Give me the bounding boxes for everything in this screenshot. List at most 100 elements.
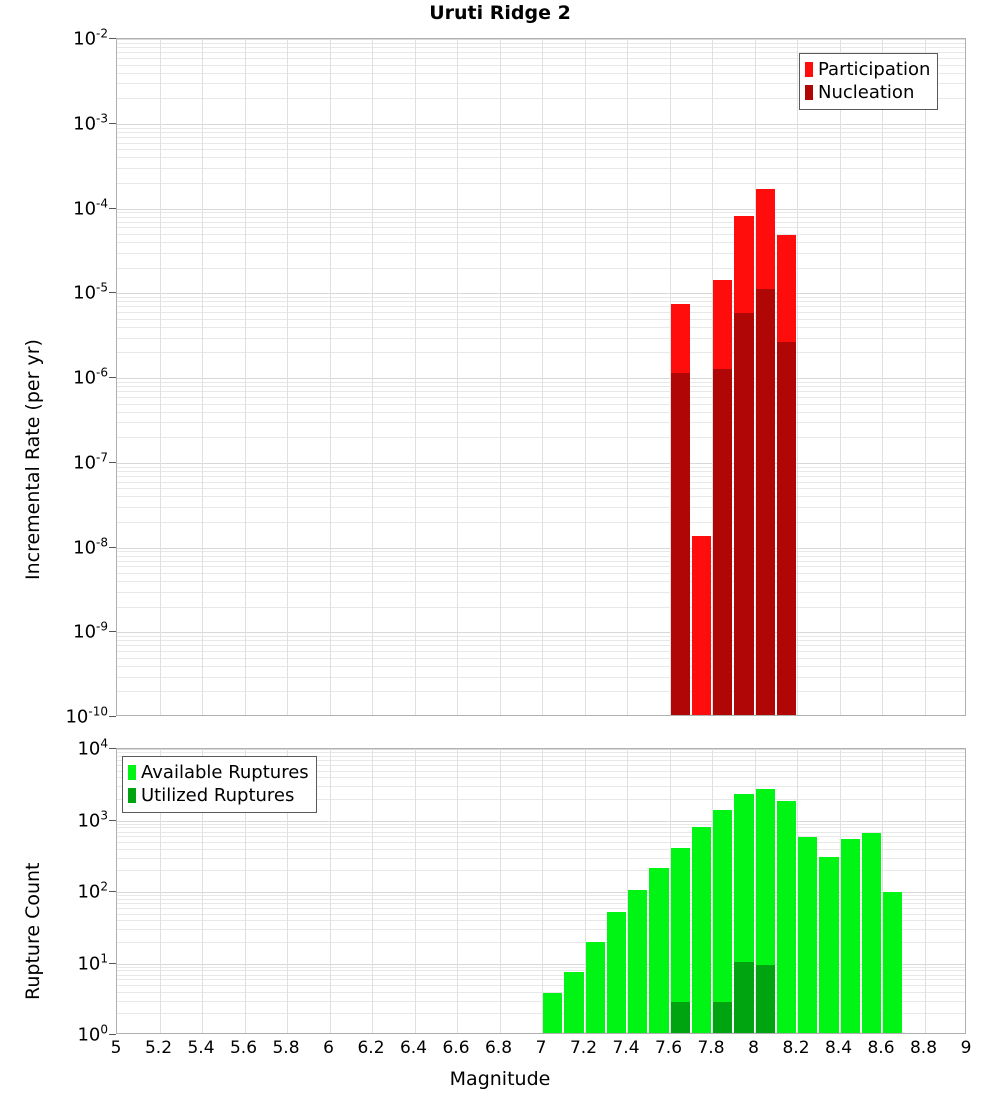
bar-nucleation <box>734 312 754 715</box>
gridline-vertical <box>584 39 586 715</box>
top-y-axis-label: Incremental Rate (per yr) <box>22 339 44 580</box>
gridline-horizontal <box>117 234 965 235</box>
gridline-vertical <box>669 39 671 715</box>
gridline-horizontal <box>117 651 965 653</box>
gridline-horizontal <box>117 551 965 553</box>
y-tick-mark <box>109 1034 116 1035</box>
gridline-vertical <box>457 749 458 1033</box>
gridline-horizontal <box>117 979 965 981</box>
legend-label: Participation <box>818 58 931 80</box>
gridline-vertical <box>924 749 926 1033</box>
gridline-horizontal <box>117 83 965 85</box>
gridline-horizontal <box>117 212 965 214</box>
gridline-horizontal <box>117 496 965 498</box>
bar-nucleation <box>713 1002 733 1033</box>
gridline-horizontal <box>117 227 965 229</box>
x-tick-label: 9 <box>960 1038 972 1058</box>
gridline-horizontal <box>117 941 965 943</box>
gridline-vertical <box>202 39 203 715</box>
bar-nucleation <box>670 1002 690 1033</box>
x-tick-label: 7.8 <box>697 1038 725 1058</box>
gridline-horizontal <box>117 221 965 223</box>
gridline-vertical <box>584 749 586 1033</box>
y-tick-mark <box>109 292 116 294</box>
gridline-horizontal <box>117 242 965 244</box>
gridline-horizontal <box>117 216 965 218</box>
gridline-horizontal <box>117 820 965 822</box>
gridline-horizontal <box>117 777 965 779</box>
gridline-horizontal <box>117 98 965 100</box>
page-title: Uruti Ridge 2 <box>429 2 571 24</box>
gridline-horizontal <box>117 547 965 549</box>
x-tick-label: 7.6 <box>654 1038 683 1058</box>
bar-participation <box>691 535 711 715</box>
gridline-vertical <box>924 39 926 715</box>
gridline-vertical <box>754 749 756 1033</box>
gridline-horizontal <box>117 764 965 766</box>
gridline-vertical <box>839 39 841 715</box>
gridline-horizontal <box>117 267 965 269</box>
gridline-horizontal <box>117 913 965 915</box>
gridline-horizontal <box>117 823 965 825</box>
gridline-horizontal <box>117 136 965 138</box>
y-tick-label: 10-5 <box>73 280 108 304</box>
gridline-horizontal <box>117 521 965 523</box>
x-tick-label: 6.6 <box>442 1038 470 1058</box>
y-tick-label: 101 <box>77 951 108 974</box>
gridline-horizontal <box>117 560 965 562</box>
gridline-horizontal <box>117 870 965 872</box>
bar-participation <box>691 827 711 1033</box>
gridline-horizontal <box>117 1013 965 1015</box>
gridline-horizontal <box>117 293 965 295</box>
gridline-vertical <box>499 39 501 715</box>
x-tick-label: 5 <box>110 1038 122 1058</box>
gridline-horizontal <box>117 798 965 800</box>
gridline-vertical <box>542 749 543 1033</box>
gridline-horizontal <box>117 755 965 757</box>
gridline-horizontal <box>117 831 965 833</box>
gridline-horizontal <box>117 488 965 490</box>
y-tick-label: 104 <box>77 736 108 760</box>
y-tick-label: 10-10 <box>65 704 108 728</box>
bar-participation <box>606 912 626 1033</box>
gridline-vertical <box>202 749 203 1033</box>
y-tick-mark <box>109 546 116 548</box>
gridline-horizontal <box>117 555 965 557</box>
bar-participation <box>776 801 796 1033</box>
gridline-horizontal <box>117 301 965 303</box>
gridline-horizontal <box>117 481 965 483</box>
bar-participation <box>543 993 563 1033</box>
bottom-y-axis-label: Rupture Count <box>22 862 44 1001</box>
gridline-horizontal <box>117 391 965 393</box>
gridline-vertical <box>882 749 883 1033</box>
bottom-chart-legend: Available Ruptures Utilized Ruptures <box>122 756 317 813</box>
gridline-horizontal <box>117 786 965 788</box>
gridline-vertical <box>712 749 713 1033</box>
gridline-horizontal <box>117 665 965 667</box>
x-tick-label: 5.4 <box>187 1038 215 1058</box>
gridline-vertical <box>244 749 246 1033</box>
x-tick-label: 8.6 <box>867 1038 895 1058</box>
x-tick-label: 7.2 <box>569 1038 598 1058</box>
gridline-horizontal <box>117 966 965 968</box>
y-tick-mark <box>109 377 116 378</box>
gridline-horizontal <box>117 640 965 642</box>
x-tick-label: 7.4 <box>612 1038 640 1058</box>
gridline-horizontal <box>117 836 965 838</box>
y-tick-label: 103 <box>77 808 108 831</box>
gridline-horizontal <box>117 337 965 339</box>
gridline-horizontal <box>117 591 965 593</box>
x-tick-label: 8.4 <box>824 1038 853 1058</box>
y-tick-mark <box>109 38 116 39</box>
gridline-horizontal <box>117 752 965 754</box>
gridline-horizontal <box>117 422 965 424</box>
x-tick-label: 5.2 <box>144 1038 173 1058</box>
x-tick-label: 8 <box>748 1038 759 1058</box>
gridline-vertical <box>244 39 246 715</box>
gridline-horizontal <box>117 42 965 44</box>
gridline-vertical <box>754 39 756 715</box>
x-tick-label: 6 <box>323 1038 334 1058</box>
bar-nucleation <box>755 964 775 1033</box>
x-tick-label: 7 <box>535 1038 547 1058</box>
